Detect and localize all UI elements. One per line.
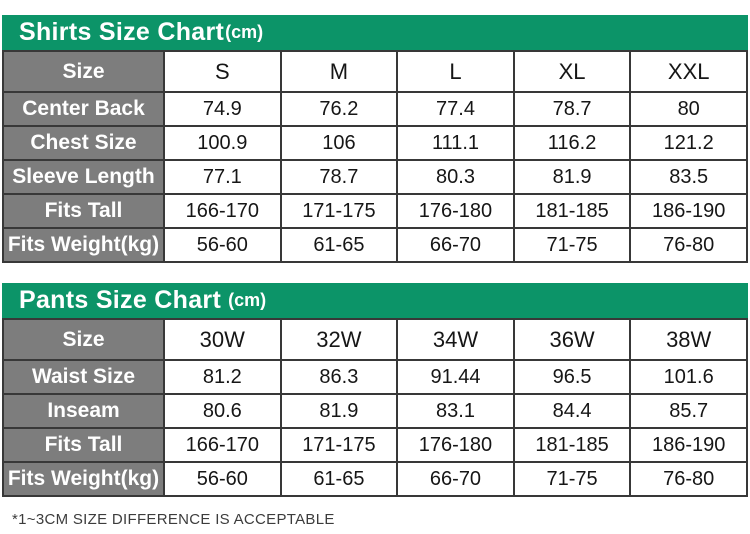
table-row: Sleeve Length 77.1 78.7 80.3 81.9 83.5 (2, 159, 748, 195)
data-cell: 101.6 (629, 359, 748, 395)
data-cell: 166-170 (163, 427, 282, 463)
row-label: Size (2, 50, 165, 93)
table-row: Center Back 74.9 76.2 77.4 78.7 80 (2, 91, 748, 127)
data-cell: 74.9 (163, 91, 282, 127)
data-cell: 176-180 (396, 427, 515, 463)
data-cell: 77.4 (396, 91, 515, 127)
data-cell: 81.2 (163, 359, 282, 395)
data-cell: 91.44 (396, 359, 515, 395)
shirts-size-chart-section: Shirts Size Chart (cm) Size S M L XL XXL Center… (2, 15, 748, 263)
data-cell: 121.2 (629, 125, 748, 161)
table-row: Fits Weight(kg) 56-60 61-65 66-70 71-75 76-80 (2, 461, 748, 497)
data-cell: 66-70 (396, 461, 515, 497)
pants-size-chart-section: Pants Size Chart (cm) Size 30W 32W 34W 36W 38W… (2, 283, 748, 497)
data-cell: 66-70 (396, 227, 515, 263)
row-label: Fits Tall (2, 193, 165, 229)
column-header-cell: 38W (629, 318, 748, 361)
data-cell: 85.7 (629, 393, 748, 429)
pants-table: Size 30W 32W 34W 36W 38W Waist Size 81.2 86.3 91.… (2, 318, 748, 497)
row-label: Fits Tall (2, 427, 165, 463)
data-cell: 78.7 (512, 91, 632, 127)
data-cell: 83.1 (396, 393, 515, 429)
shirts-table: Size S M L XL XXL Center Back 74.9 76.2 77.4 78.7 8… (2, 50, 748, 263)
pants-title: Pants Size Chart (19, 286, 222, 314)
data-cell: 78.7 (279, 159, 399, 195)
data-cell: 84.4 (512, 393, 632, 429)
column-header-cell: XL (512, 50, 632, 93)
column-header-cell: 30W (163, 318, 282, 361)
data-cell: 71-75 (512, 461, 632, 497)
shirts-title-unit: (cm) (225, 22, 264, 42)
table-row: Fits Tall 166-170 171-175 176-180 181-185 186… (2, 427, 748, 463)
data-cell: 86.3 (279, 359, 399, 395)
data-cell: 83.5 (629, 159, 748, 195)
table-row: Waist Size 81.2 86.3 91.44 96.5 101.6 (2, 359, 748, 395)
data-cell: 166-170 (163, 193, 282, 229)
data-cell: 76-80 (629, 227, 748, 263)
data-cell: 100.9 (163, 125, 282, 161)
column-header-cell: S (163, 50, 282, 93)
row-label: Chest Size (2, 125, 165, 161)
row-label: Fits Weight(kg) (2, 227, 165, 263)
data-cell: 61-65 (279, 461, 399, 497)
column-header-cell: 36W (512, 318, 632, 361)
data-cell: 106 (279, 125, 399, 161)
data-cell: 81.9 (279, 393, 399, 429)
pants-title-unit: (cm) (228, 290, 267, 310)
data-cell: 181-185 (512, 427, 632, 463)
table-row: Size 30W 32W 34W 36W 38W (2, 318, 748, 361)
data-cell: 171-175 (279, 193, 399, 229)
table-row: Inseam 80.6 81.9 83.1 84.4 85.7 (2, 393, 748, 429)
data-cell: 181-185 (512, 193, 632, 229)
data-cell: 171-175 (279, 427, 399, 463)
row-label: Sleeve Length (2, 159, 165, 195)
table-row: Fits Tall 166-170 171-175 176-180 181-185 186… (2, 193, 748, 229)
column-header-cell: XXL (629, 50, 748, 93)
row-label: Center Back (2, 91, 165, 127)
data-cell: 176-180 (396, 193, 515, 229)
row-label: Fits Weight(kg) (2, 461, 165, 497)
column-header-cell: M (279, 50, 399, 93)
row-label: Waist Size (2, 359, 165, 395)
data-cell: 186-190 (629, 427, 748, 463)
data-cell: 76-80 (629, 461, 748, 497)
table-row: Fits Weight(kg) 56-60 61-65 66-70 71-75 76-80 (2, 227, 748, 263)
shirts-title-bar: Shirts Size Chart (cm) (2, 15, 748, 50)
data-cell: 61-65 (279, 227, 399, 263)
data-cell: 80.6 (163, 393, 282, 429)
data-cell: 186-190 (629, 193, 748, 229)
data-cell: 77.1 (163, 159, 282, 195)
column-header-cell: 32W (279, 318, 399, 361)
data-cell: 56-60 (163, 461, 282, 497)
data-cell: 116.2 (512, 125, 632, 161)
size-difference-footnote: *1~3CM SIZE DIFFERENCE IS ACCEPTABLE (12, 511, 335, 528)
data-cell: 111.1 (396, 125, 515, 161)
data-cell: 71-75 (512, 227, 632, 263)
column-header-cell: 34W (396, 318, 515, 361)
row-label: Inseam (2, 393, 165, 429)
row-label: Size (2, 318, 165, 361)
data-cell: 81.9 (512, 159, 632, 195)
data-cell: 80 (629, 91, 748, 127)
table-row: Size S M L XL XXL (2, 50, 748, 93)
column-header-cell: L (396, 50, 515, 93)
data-cell: 56-60 (163, 227, 282, 263)
data-cell: 96.5 (512, 359, 632, 395)
table-row: Chest Size 100.9 106 111.1 116.2 121.2 (2, 125, 748, 161)
data-cell: 76.2 (279, 91, 399, 127)
shirts-title: Shirts Size Chart (19, 18, 225, 46)
data-cell: 80.3 (396, 159, 515, 195)
pants-title-bar: Pants Size Chart (cm) (2, 283, 748, 318)
